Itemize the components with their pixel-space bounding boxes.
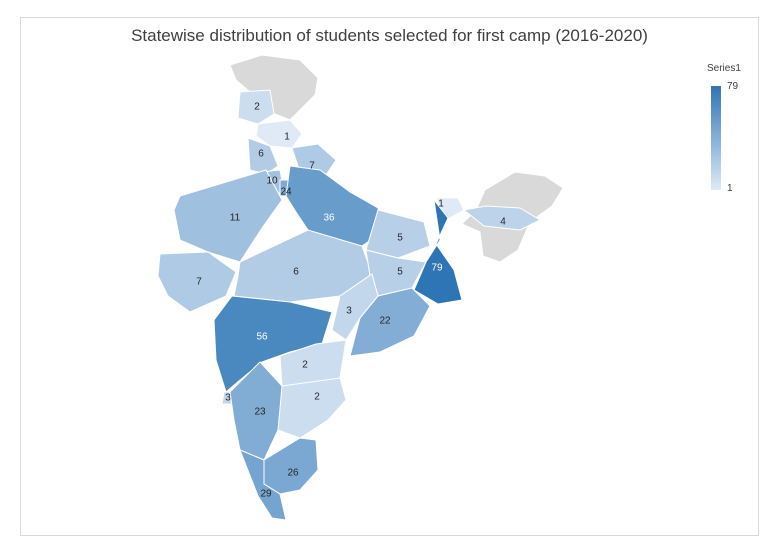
region-value-label: 1 [438,199,444,210]
region-value-label: 3 [346,306,352,317]
region-odisha [349,287,431,357]
legend-color-bar [711,86,721,190]
region-bihar [365,209,431,259]
region-value-label: 2 [302,360,308,371]
region-value-label: 56 [256,332,268,343]
region-value-label: 2 [254,102,260,113]
region-value-label: 1 [284,132,290,143]
region-kerala [239,449,287,521]
region-value-label: 5 [397,233,403,244]
region-value-label: 79 [431,263,443,274]
region-assam [462,205,542,231]
region-value-label: 29 [260,489,272,500]
region-value-label: 6 [293,267,299,278]
region-value-label: 26 [287,468,299,479]
region-value-label: 7 [196,277,202,288]
region-west-bengal [413,198,463,305]
region-himachal-pradesh [237,89,275,125]
region-haryana [247,137,279,175]
region-value-label: 11 [230,213,241,224]
region-karnataka [229,361,283,461]
region-gujarat [157,251,237,313]
region-value-label: 2 [314,392,320,403]
region-value-label: 22 [379,316,391,327]
legend-title: Series1 [707,63,741,74]
region-value-label: 10 [266,176,278,187]
region-value-label: 6 [258,149,264,160]
region-value-label: 5 [397,267,403,278]
region-value-label: 24 [280,187,292,198]
legend-min-label: 1 [727,183,733,194]
region-value-label: 36 [323,213,335,224]
region-value-label: 4 [500,217,506,228]
chart-title: Statewise distribution of students selec… [131,26,648,45]
region-value-label: 3 [225,393,231,404]
legend-max-label: 79 [727,81,739,92]
region-tamil-nadu [263,437,319,495]
region-maharashtra [213,295,333,393]
region-value-label: 7 [309,161,315,172]
region-andhra-pradesh [277,377,347,439]
region-j-k-no-data [229,54,319,121]
region-value-label: 23 [254,407,266,418]
